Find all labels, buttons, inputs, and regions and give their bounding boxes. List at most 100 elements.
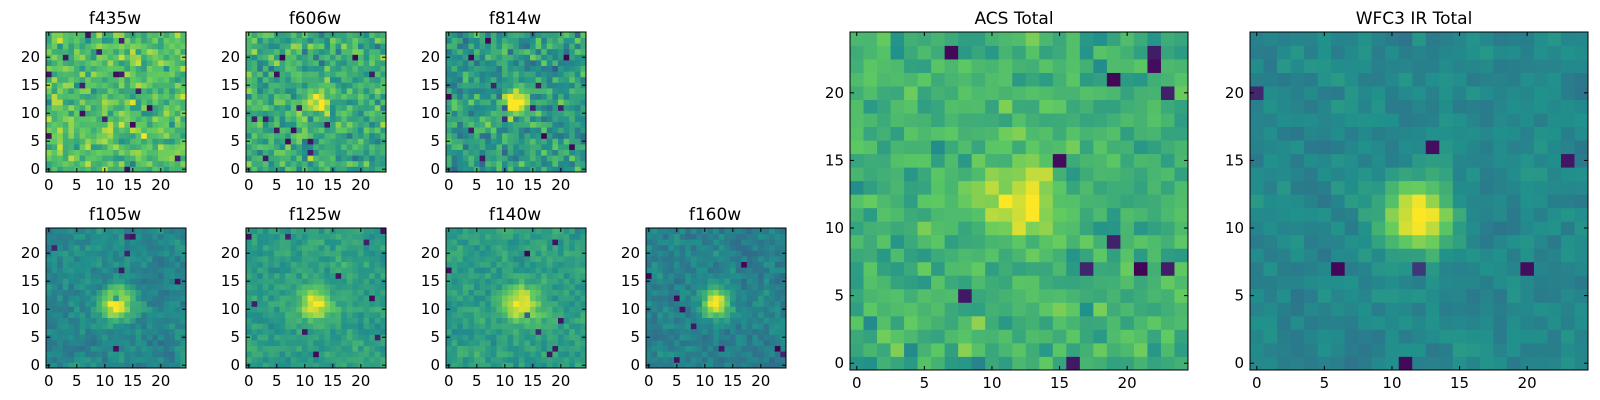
heatmap-cell: [352, 328, 359, 335]
heatmap-cell: [352, 256, 359, 262]
heatmap-cell: [662, 239, 669, 246]
heatmap-cell: [657, 289, 664, 296]
heatmap-cell: [530, 239, 536, 246]
heatmap-cell: [262, 351, 269, 358]
heatmap-cell: [746, 256, 753, 262]
heatmap-cell: [502, 261, 508, 268]
heatmap-cell: [518, 300, 525, 307]
heatmap-cell: [290, 116, 297, 122]
heatmap-cell: [1133, 234, 1148, 249]
heatmap-cell: [724, 250, 731, 257]
heatmap-cell: [380, 37, 387, 44]
heatmap-cell: [651, 323, 658, 330]
heatmap-cell: [552, 312, 559, 318]
heatmap-cell: [558, 116, 564, 122]
heatmap-cell: [457, 32, 464, 38]
heatmap-cell: [324, 250, 331, 257]
heatmap-cell: [113, 166, 120, 173]
heatmap-cell: [535, 278, 542, 285]
heatmap-cell: [180, 60, 187, 66]
heatmap-cell: [690, 328, 697, 335]
heatmap-cell: [741, 323, 748, 330]
heatmap-cell: [330, 289, 336, 296]
heatmap-cell: [152, 306, 159, 313]
heatmap-cell: [1025, 356, 1040, 371]
heatmap-cell: [713, 351, 720, 358]
heatmap-cell: [496, 306, 503, 313]
heatmap-cell: [535, 362, 542, 369]
heatmap-cell: [90, 160, 97, 167]
heatmap-cell: [90, 228, 97, 234]
heatmap-cell: [890, 180, 905, 195]
heatmap-cell: [324, 48, 331, 55]
heatmap-cell: [485, 60, 492, 66]
x-tick-label: 5: [72, 372, 82, 390]
heatmap-cell: [1120, 234, 1135, 249]
heatmap-cell: [646, 256, 652, 262]
heatmap-cell: [169, 144, 176, 150]
heatmap-cell: [535, 32, 542, 38]
heatmap-cell: [541, 289, 548, 296]
heatmap-cell: [552, 233, 559, 240]
heatmap-cell: [158, 256, 164, 262]
heatmap-cell: [79, 132, 86, 139]
heatmap-cell: [752, 345, 759, 352]
heatmap-cell: [546, 233, 553, 240]
heatmap-cell: [468, 155, 475, 162]
heatmap-cell: [330, 110, 336, 117]
heatmap-cell: [62, 110, 69, 117]
heatmap-cell: [1120, 275, 1135, 290]
heatmap-cell: [763, 340, 770, 346]
heatmap-cell: [1066, 356, 1081, 371]
heatmap-cell: [279, 127, 286, 134]
heatmap-cell: [57, 76, 64, 83]
heatmap-cell: [580, 300, 587, 307]
x-tick-label: 10: [495, 176, 514, 194]
heatmap-cell: [169, 334, 176, 341]
heatmap-cell: [290, 300, 297, 307]
heatmap-cell: [51, 295, 58, 302]
heatmap-cell: [152, 144, 159, 150]
heatmap-cell: [46, 60, 52, 66]
heatmap-cell: [169, 272, 176, 279]
heatmap-cell: [118, 295, 125, 302]
heatmap-cell: [485, 267, 492, 274]
heatmap-cell: [457, 328, 464, 335]
heatmap-cell: [696, 228, 703, 234]
heatmap-cell: [135, 71, 142, 78]
heatmap-cell: [877, 342, 891, 357]
heatmap-cell: [546, 244, 553, 251]
heatmap-cell: [780, 328, 787, 335]
heatmap-cell: [107, 312, 114, 318]
heatmap-cell: [541, 43, 548, 50]
heatmap-cell: [451, 233, 458, 240]
heatmap-cell: [307, 244, 314, 251]
heatmap-cell: [257, 43, 264, 50]
heatmap-cell: [279, 306, 286, 313]
heatmap-cell: [96, 328, 103, 335]
heatmap-cell: [524, 88, 531, 94]
heatmap-cell: [51, 138, 58, 145]
heatmap-cell: [268, 256, 275, 262]
heatmap-cell: [335, 32, 342, 38]
heatmap-cell: [346, 362, 353, 369]
heatmap-cell: [958, 302, 973, 317]
heatmap-cell: [1106, 234, 1121, 249]
heatmap-cell: [290, 233, 297, 240]
heatmap-cell: [51, 356, 58, 363]
heatmap-cell: [85, 267, 92, 274]
heatmap-cell: [462, 256, 469, 262]
heatmap-cell: [141, 250, 148, 257]
heatmap-cell: [324, 149, 331, 156]
heatmap-cell: [724, 256, 731, 262]
heatmap-cell: [302, 340, 308, 346]
heatmap-cell: [741, 228, 748, 234]
heatmap-cells: [46, 228, 187, 369]
heatmap-cell: [79, 93, 86, 100]
heatmap-cell: [546, 65, 553, 72]
heatmap-cell: [569, 166, 576, 173]
heatmap-cell: [496, 267, 503, 274]
heatmap-cell: [496, 317, 503, 324]
heatmap-cell: [96, 121, 103, 128]
heatmap-cell: [502, 345, 508, 352]
